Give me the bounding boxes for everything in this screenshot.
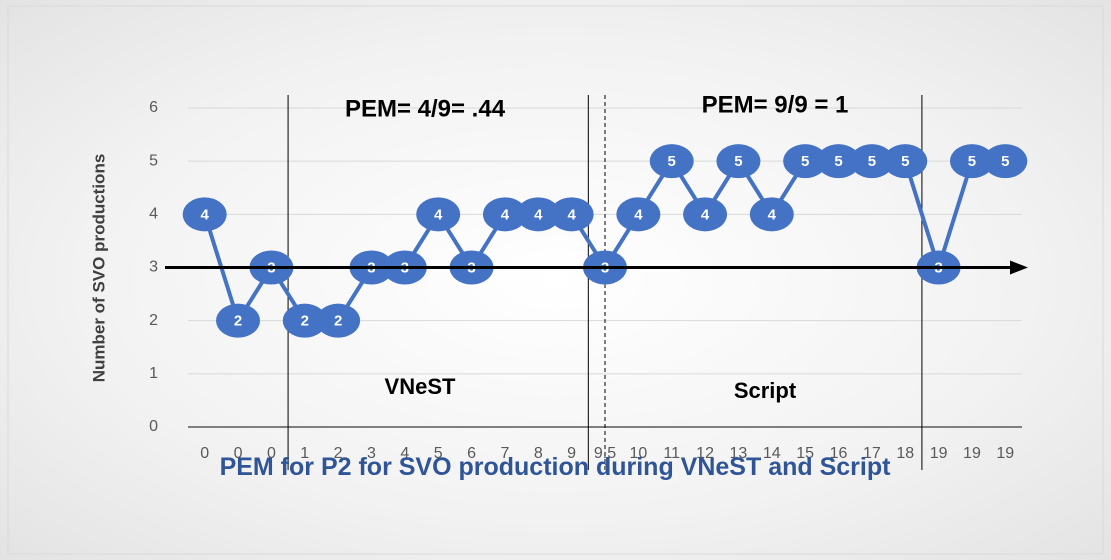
annotation: VNeST [385,374,456,399]
x-tick-label: 15 [796,445,814,462]
data-label: 4 [567,206,576,223]
annotation: PEM= 9/9 = 1 [702,91,849,118]
annotation: PEM= 4/9= .44 [345,95,506,122]
y-tick-label: 6 [149,99,158,116]
x-tick-label: 12 [696,445,714,462]
data-point [716,144,761,179]
data-label: 5 [868,153,876,170]
data-label: 4 [534,206,543,223]
x-tick-label: 5 [434,445,443,462]
x-tick-label: 14 [763,445,781,462]
data-point [949,144,994,179]
data-point [883,144,928,179]
data-label: 5 [668,153,676,170]
data-label: 2 [334,313,342,330]
data-label: 2 [301,313,309,330]
x-tick-label: 6 [467,445,476,462]
reference-arrowhead [1010,260,1028,275]
chart-title: PEM for P2 for SVO production during VNe… [219,453,891,481]
x-tick-label: 19 [963,445,981,462]
data-label: 5 [901,153,909,170]
chart-border [7,5,1104,555]
x-tick-label: 17 [863,445,881,462]
data-point [216,303,261,338]
data-point [482,197,527,232]
annotation: Script [734,378,797,403]
x-tick-label: 19 [996,445,1014,462]
data-point [649,144,694,179]
y-tick-label: 3 [149,259,158,276]
y-tick-label: 4 [149,206,158,223]
x-tick-label: 19 [930,445,948,462]
x-tick-label: 7 [500,445,509,462]
data-label: 4 [434,206,443,223]
data-point [683,197,728,232]
y-tick-label: 0 [149,418,158,435]
x-tick-label: 0 [234,445,243,462]
x-tick-label: 13 [730,445,748,462]
data-point [816,144,861,179]
data-point [516,197,561,232]
x-tick-label: 3 [367,445,376,462]
data-label: 5 [734,153,742,170]
data-point [749,197,794,232]
data-point [182,197,227,232]
x-tick-label: 11 [663,445,680,462]
x-tick-label: 9 [567,445,576,462]
data-label: 2 [234,313,242,330]
y-tick-label: 2 [149,312,158,329]
y-axis-label: Number of SVO productions [89,154,108,383]
data-point [549,197,594,232]
data-point [983,144,1028,179]
x-tick-label: 4 [400,445,409,462]
data-point [849,144,894,179]
x-tick-label: 8 [534,445,543,462]
data-label: 4 [701,206,710,223]
x-tick-label: 0 [267,445,276,462]
data-label: 5 [1001,153,1009,170]
data-point [282,303,327,338]
data-point [416,197,461,232]
x-tick-label: 16 [830,445,848,462]
data-label: 4 [501,206,510,223]
data-point [616,197,661,232]
x-tick-label: 2 [334,445,343,462]
data-label: 5 [801,153,809,170]
y-tick-label: 5 [149,152,158,169]
x-tick-label: 18 [896,445,914,462]
data-label: 4 [201,206,210,223]
data-point [783,144,828,179]
x-tick-label: 0 [200,445,209,462]
data-label: 4 [768,206,777,223]
x-tick-label: 10 [629,445,647,462]
x-tick-label: 1 [300,445,309,462]
y-tick-label: 1 [149,365,158,382]
series-line [202,157,1006,326]
data-label: 4 [634,206,643,223]
data-label: 5 [968,153,976,170]
data-label: 5 [834,153,842,170]
data-point [316,303,361,338]
